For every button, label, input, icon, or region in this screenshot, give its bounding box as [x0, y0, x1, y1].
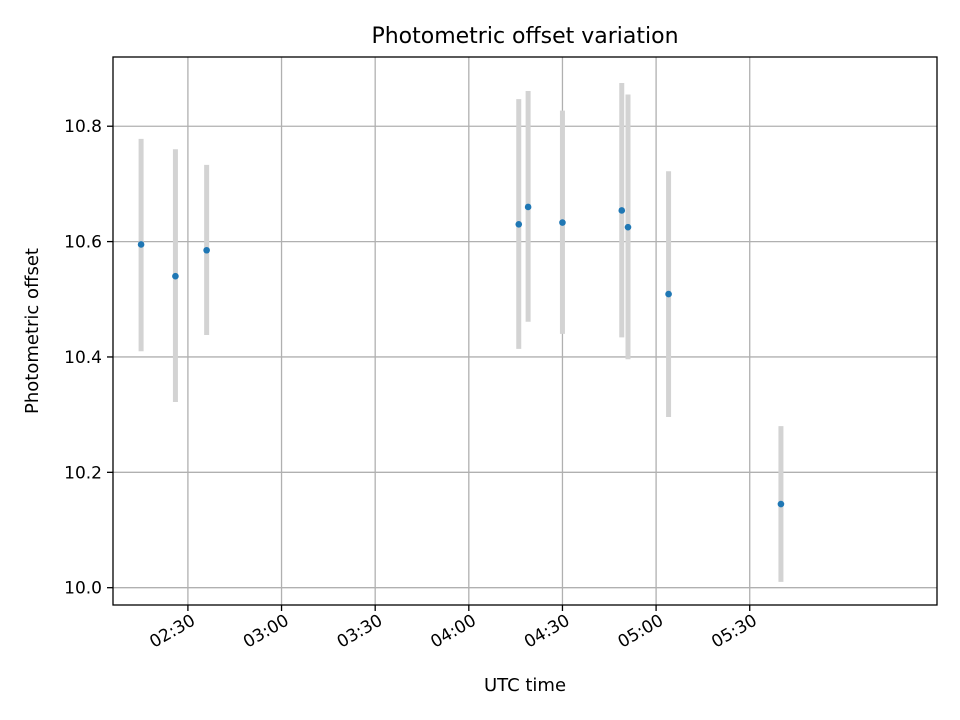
y-axis-label: Photometric offset: [22, 248, 43, 414]
data-point: [777, 500, 785, 508]
y-tick-label: 10.2: [64, 463, 102, 483]
data-point: [665, 290, 672, 298]
chart-title: Photometric offset variation: [371, 24, 678, 49]
y-tick-label: 10.4: [64, 348, 102, 368]
y-tick-label: 10.6: [64, 233, 102, 253]
y-tick-label: 10.8: [64, 117, 102, 137]
y-axis-ticks: 10.0 10.2 10.4 10.6 10.8: [64, 117, 113, 599]
data-point: [559, 219, 566, 226]
data-point: [137, 241, 145, 248]
y-tick-label: 10.0: [64, 579, 102, 599]
x-axis-label: UTC time: [484, 675, 566, 696]
data-point: [203, 246, 210, 254]
data-point: [524, 203, 532, 211]
data-point: [624, 223, 632, 231]
data-point: [172, 272, 179, 280]
data-point: [515, 220, 523, 228]
data-points: [137, 203, 785, 508]
plot-frame: [112, 56, 938, 606]
data-point: [618, 207, 626, 214]
